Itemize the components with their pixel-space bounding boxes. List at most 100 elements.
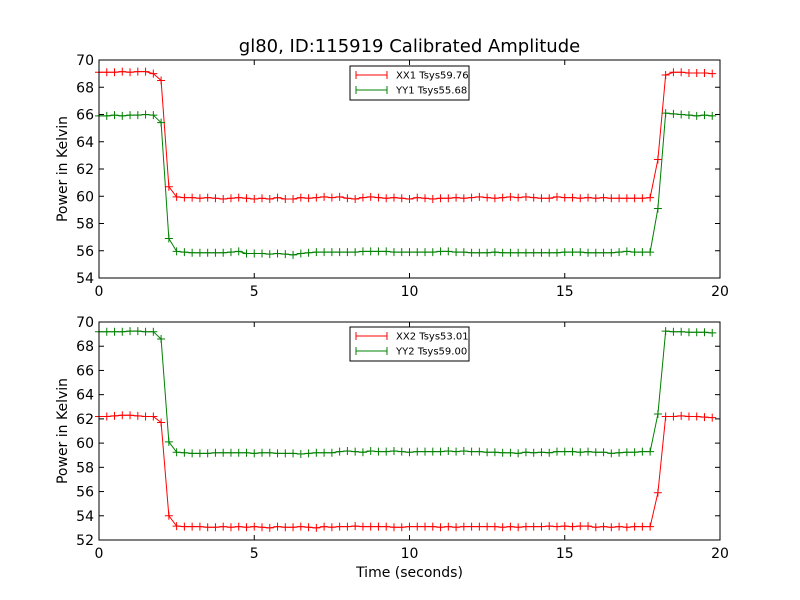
series-1-point [102,412,111,421]
series-2-point [374,447,383,456]
legend-label: XX1 Tsys59.76 [396,71,469,82]
series-2-point [118,327,127,336]
series-1-point [374,193,383,202]
series-1-point [521,192,530,201]
series-2-point [490,448,499,457]
series-2-point [133,327,142,336]
series-1-point [180,522,189,531]
series-1-point [102,68,111,77]
series-1-point [304,523,313,532]
series-1-point [692,412,701,421]
series-1-point [343,522,352,531]
series-2-point [436,447,445,456]
series-2-point [436,247,445,256]
series-2-point [529,248,538,257]
series-2-point [389,446,398,455]
series-2-point [226,448,235,457]
x-tick-label: 15 [556,284,574,300]
x-tick-label: 0 [95,284,104,300]
series-1-point [638,194,647,203]
series-2-point [584,248,593,257]
series-1-point [669,412,678,421]
series-2-point [312,448,321,457]
series-2-point [615,248,624,257]
series-1-point [242,523,251,532]
series-2-point [483,248,492,257]
series-2-point [646,447,655,456]
series-1-point [483,522,492,531]
series-line-2 [99,112,713,256]
series-1-point [242,194,251,203]
series-2-point [599,248,608,257]
series-2-point [413,248,422,257]
series-1-point [397,523,406,532]
series-1-point [475,522,484,531]
series-1-point [413,193,422,202]
series-2-point [382,247,391,256]
series-1-point [436,194,445,203]
series-1-point [692,68,701,77]
series-2-point [304,248,313,257]
series-1-point [405,522,414,531]
series-1-point [296,522,305,531]
series-2-point [537,448,546,457]
series-1-point [529,522,538,531]
series-1-point [273,522,282,531]
series-2-point [452,447,461,456]
series-2-point [389,248,398,257]
series-2-point [242,249,251,258]
x-tick-label: 10 [401,546,419,562]
series-2-point [552,447,561,456]
series-1-point [529,193,538,202]
legend-marker [355,86,388,94]
series-1-point [599,193,608,202]
y-tick-label: 52 [76,533,94,549]
series-2-point [366,446,375,455]
series-2-point [428,248,437,257]
series-2-point [630,248,639,257]
series-2-point [296,450,305,459]
series-1-point [537,194,546,203]
series-2-point [211,248,220,257]
legend-box [349,326,470,362]
series-2-point [552,248,561,257]
series-2-point [258,249,267,258]
series-2-point [273,449,282,458]
series-2-point [343,248,352,257]
series-1-point [483,193,492,202]
y-tick-label: 56 [76,485,94,501]
x-tick-label: 5 [250,284,259,300]
series-2-point [459,248,468,257]
series-1-point [382,194,391,203]
legend: XX1 Tsys59.76 YY1 Tsys55.68 [349,65,470,101]
series-1-point [366,192,375,201]
series-1-point [700,413,709,422]
series-1-point [669,68,678,77]
series-1-point [568,522,577,531]
series-1-point [490,194,499,203]
series-1-point [118,411,127,420]
series-2-point [312,248,321,257]
series-2-point [203,248,212,257]
series-2-point [576,248,585,257]
series-1-point [296,193,305,202]
series-2-point [102,327,111,336]
series-2-point [203,449,212,458]
series-2-point [126,111,135,120]
series-1-point [320,192,329,201]
series-1-point [646,193,655,202]
series-1-point [211,194,220,203]
series-2-point [327,448,336,457]
series-2-point [289,250,298,259]
series-1-point [343,194,352,203]
series-1-point [265,194,274,203]
series-1-point [607,194,616,203]
series-2-point [545,248,554,257]
y-tick-label: 58 [76,217,94,233]
x-tick-label: 0 [95,546,104,562]
series-2-point [180,448,189,457]
series-1-point [226,194,235,203]
series-1-point [459,194,468,203]
series-1-point [149,412,158,421]
